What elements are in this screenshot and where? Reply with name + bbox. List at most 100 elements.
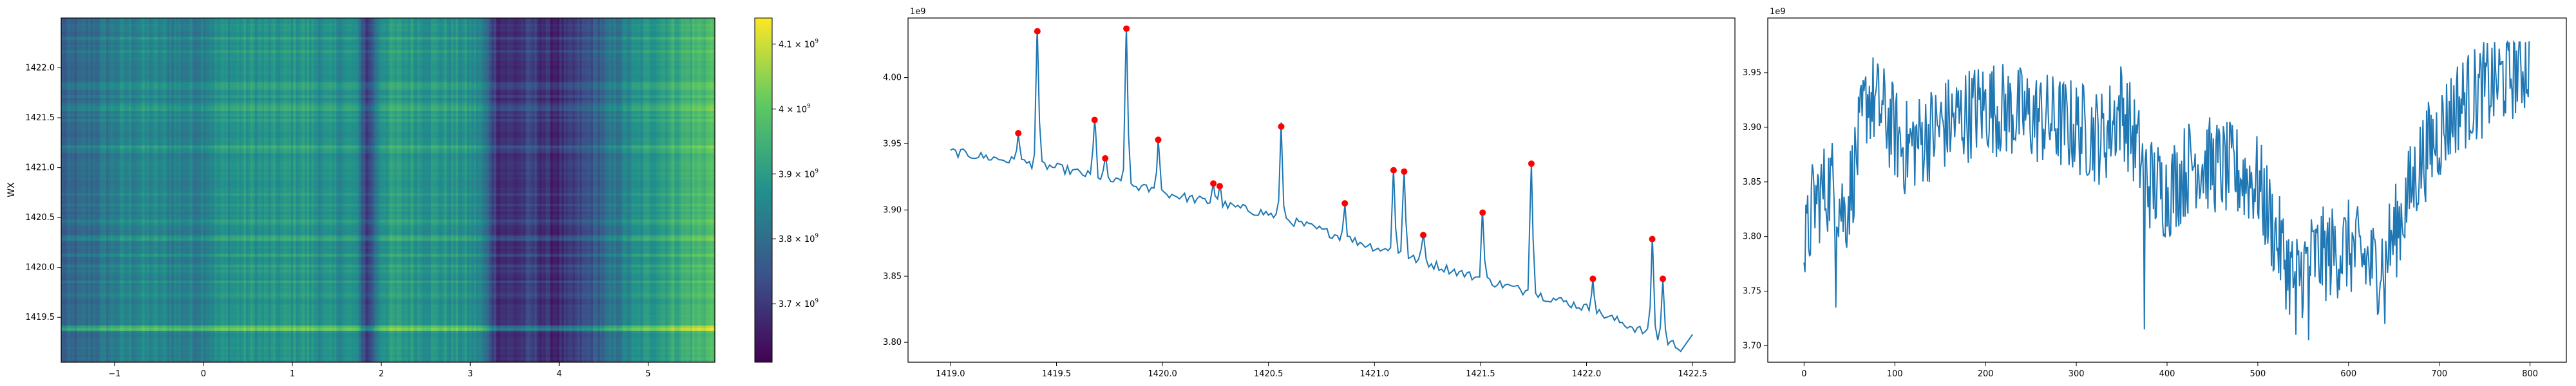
- heatmap-cell: [194, 338, 197, 342]
- heatmap-cell: [255, 317, 258, 320]
- heatmap-cell: [697, 357, 699, 360]
- heatmap-cell: [167, 349, 170, 352]
- heatmap-cell: [422, 317, 424, 320]
- heatmap-cell: [156, 357, 158, 360]
- heatmap-cell: [228, 341, 231, 344]
- heatmap-cell: [701, 325, 704, 328]
- heatmap-cell: [510, 349, 513, 352]
- heatmap-cell: [160, 349, 163, 352]
- heatmap-cell: [194, 354, 197, 358]
- heatmap-cell: [609, 320, 612, 323]
- heatmap-cell: [214, 322, 217, 326]
- heatmap-cell: [187, 331, 190, 334]
- heatmap-cell: [210, 346, 213, 349]
- heatmap-cell: [190, 354, 193, 358]
- heatmap-cell: [683, 341, 686, 344]
- heatmap-cell: [176, 320, 179, 323]
- heatmap-cell: [598, 344, 600, 347]
- heatmap-cell: [185, 336, 188, 339]
- heatmap-cell: [652, 354, 654, 358]
- heatmap-cell: [73, 341, 75, 344]
- heatmap-cell: [307, 333, 310, 336]
- heatmap-cell: [636, 346, 639, 349]
- heatmap-cell: [77, 322, 80, 326]
- heatmap-cell: [537, 357, 540, 360]
- heatmap-cell: [575, 331, 578, 334]
- heatmap-cell: [204, 325, 206, 328]
- heatmap-cell: [363, 341, 366, 344]
- heatmap-cell: [704, 352, 706, 355]
- heatmap-cell: [352, 338, 355, 342]
- heatmap-cell: [386, 336, 388, 339]
- heatmap-cell: [488, 344, 490, 347]
- heatmap-cell: [408, 352, 411, 355]
- heatmap-cell: [548, 317, 551, 320]
- heatmap-cell: [695, 336, 697, 339]
- heatmap-cell: [264, 352, 267, 355]
- heatmap-cell: [632, 331, 634, 334]
- heatmap-cell: [681, 328, 684, 331]
- heatmap-cell: [169, 328, 172, 331]
- heatmap-cell: [704, 317, 706, 320]
- heatmap-cell: [172, 317, 175, 320]
- heatmap-cell: [354, 317, 357, 320]
- heatmap-cell: [474, 349, 477, 352]
- heatmap-cell: [456, 346, 459, 349]
- heatmap-cell: [510, 333, 513, 336]
- heatmap-cell: [282, 317, 285, 320]
- heatmap-cell: [526, 320, 528, 323]
- heatmap-cell: [343, 354, 346, 358]
- heatmap-cell: [109, 333, 111, 336]
- heatmap-cell: [106, 352, 109, 355]
- heatmap-cell: [480, 325, 483, 328]
- heatmap-cell: [435, 317, 438, 320]
- heatmap-cell: [336, 333, 339, 336]
- heatmap-cell: [294, 352, 296, 355]
- heatmap-cell: [325, 354, 328, 358]
- heatmap-cell: [528, 322, 531, 326]
- heatmap-cell: [542, 341, 544, 344]
- heatmap-cell: [535, 349, 537, 352]
- heatmap-cell: [232, 346, 235, 349]
- heatmap-cell: [537, 331, 540, 334]
- heatmap-cell: [417, 354, 420, 358]
- heatmap-cell: [524, 333, 526, 336]
- heatmap-cell: [260, 346, 262, 349]
- heatmap-cell: [582, 341, 585, 344]
- heatmap-cell: [205, 328, 208, 331]
- heatmap-cell: [381, 349, 384, 352]
- heatmap-cell: [553, 352, 555, 355]
- heatmap-cell: [611, 354, 614, 358]
- heatmap-cell: [686, 352, 688, 355]
- heatmap-cell: [381, 336, 384, 339]
- heatmap-cell: [636, 328, 639, 331]
- heatmap-cell: [515, 317, 517, 320]
- heatmap-cell: [192, 333, 194, 336]
- heatmap-cell: [330, 322, 332, 326]
- heatmap-cell: [169, 322, 172, 326]
- heatmap-cell: [330, 331, 332, 334]
- heatmap-cell: [438, 328, 440, 331]
- heatmap-cell: [438, 325, 440, 328]
- heatmap-cell: [136, 336, 138, 339]
- heatmap-cell: [285, 346, 287, 349]
- heatmap-cell: [352, 346, 355, 349]
- heatmap-cell: [79, 336, 82, 339]
- heatmap-cell: [122, 325, 125, 328]
- heatmap-cell: [75, 336, 77, 339]
- heatmap-cell: [151, 325, 154, 328]
- heatmap-cell: [420, 352, 422, 355]
- heatmap-cell: [469, 344, 472, 347]
- heatmap-cell: [300, 341, 303, 344]
- heatmap-cell: [93, 352, 95, 355]
- heatmap-cell: [533, 352, 535, 355]
- heatmap-cell: [654, 357, 657, 360]
- heatmap-cell: [483, 331, 486, 334]
- heatmap-cell: [163, 322, 166, 326]
- heatmap-cell: [172, 315, 175, 318]
- heatmap-cell: [246, 325, 249, 328]
- heatmap-cell: [435, 331, 438, 334]
- heatmap-cell: [97, 346, 100, 349]
- heatmap-cell: [674, 320, 677, 323]
- heatmap-cell: [359, 357, 361, 360]
